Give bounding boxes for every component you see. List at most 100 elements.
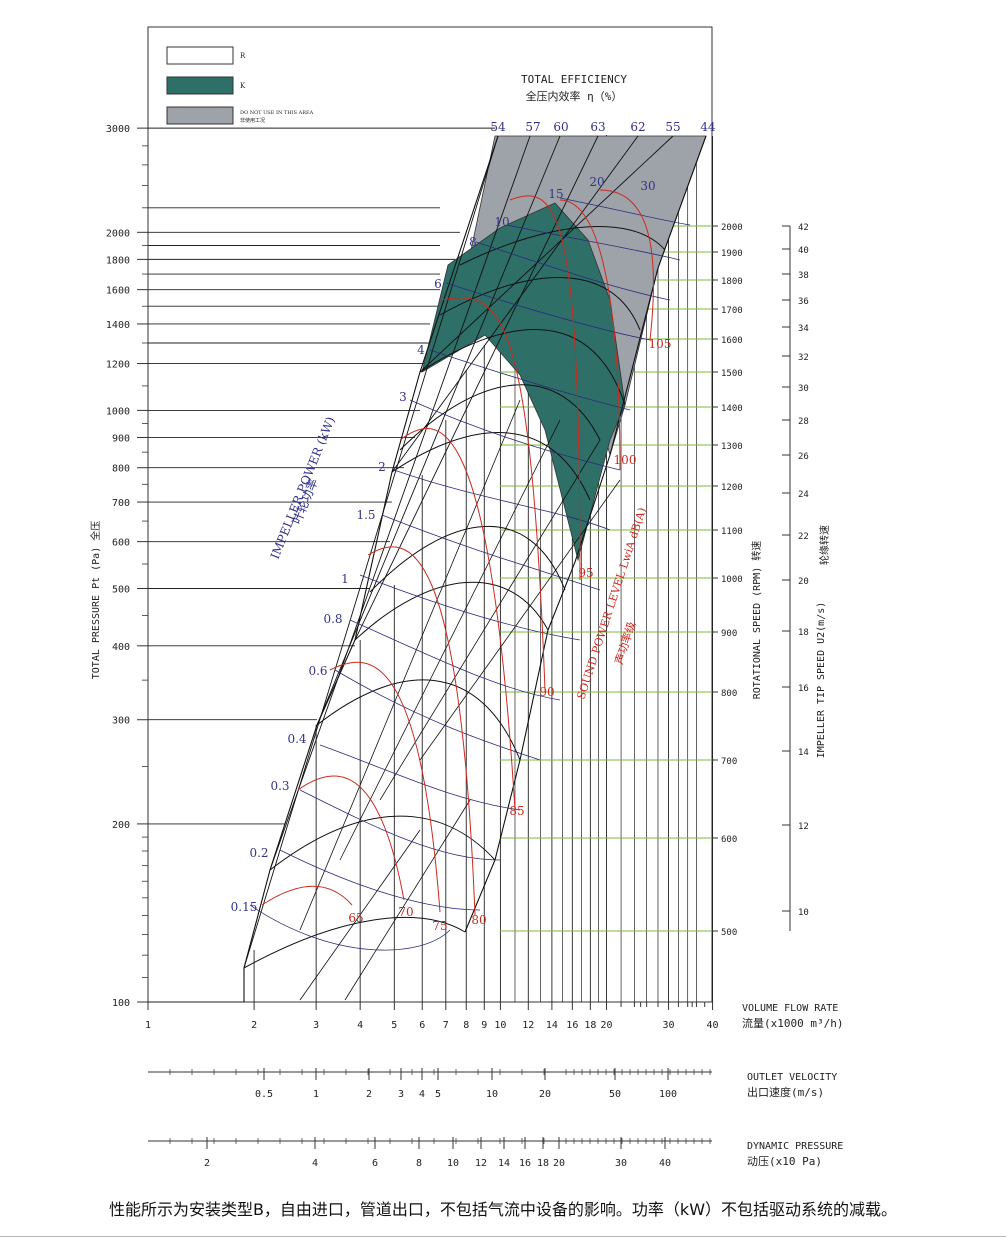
sound-curve	[509, 195, 581, 581]
power-label: 0.4	[287, 732, 306, 746]
legend: R K DO NOT USE IN THIS AREA 非使用工况	[166, 46, 314, 125]
tip-speed-tick-label: 14	[798, 748, 809, 758]
velocity-tick-label: 2	[366, 1089, 372, 1100]
x-tick-label: 8	[463, 1020, 469, 1031]
legend-swatch-r	[166, 46, 234, 65]
tip-speed-tick-label: 36	[798, 297, 809, 307]
y-tick-label: 1000	[106, 406, 130, 417]
power-label: 15	[548, 187, 563, 201]
resistance-line	[269, 135, 531, 871]
y-axis-title: TOTAL PRESSURE Pt (Pa) 全压	[89, 521, 102, 679]
power-label: 0.3	[270, 779, 289, 793]
resistance-line	[243, 135, 499, 969]
speed-curve	[316, 679, 521, 761]
efficiency-label: 55	[665, 120, 680, 134]
speed-tick-label: 1100	[721, 527, 743, 537]
tip-speed-tick-label: 20	[798, 577, 809, 587]
x-tick-label: 14	[546, 1020, 558, 1031]
speed-tick-label: 500	[721, 928, 737, 938]
tip-speed-tick-label: 32	[798, 353, 809, 363]
sound-curve	[367, 546, 476, 916]
y-tick-label: 200	[112, 820, 130, 831]
dynamic-axis-title-cn: 动压(x10 Pa)	[747, 1155, 822, 1168]
tip-speed-tick-label: 40	[798, 246, 809, 256]
power-label: 1.5	[356, 508, 375, 522]
x-tick-label: 18	[584, 1020, 596, 1031]
power-label: 0.6	[308, 664, 327, 678]
legend-label-r: R	[240, 52, 246, 60]
y-tick-label: 800	[112, 464, 130, 475]
legend-label-k: K	[240, 82, 246, 90]
speed-tick-label: 700	[721, 757, 737, 767]
velocity-tick-label: 0.5	[255, 1089, 273, 1100]
x-tick-label: 30	[663, 1020, 675, 1031]
power-label: 20	[589, 175, 604, 189]
y-tick-label: 400	[112, 642, 130, 653]
dynamic-tick-label: 4	[312, 1158, 318, 1169]
power-curve	[445, 282, 651, 341]
power-curve	[359, 574, 581, 641]
dynamic-tick-label: 10	[447, 1158, 459, 1169]
speed-tick-label: 1300	[721, 442, 743, 452]
speed-curve	[369, 526, 566, 593]
legend-label-not-use-cn: 非使用工况	[240, 117, 265, 124]
tip-speed-tick-label: 10	[798, 908, 809, 918]
legend-swatch-not-use	[166, 106, 234, 125]
velocity-tick-label: 50	[609, 1089, 621, 1100]
speed-tick-label: 900	[721, 629, 737, 639]
x-tick-label: 4	[357, 1020, 363, 1031]
x-tick-label: 20	[600, 1020, 612, 1031]
velocity-tick-label: 100	[659, 1089, 677, 1100]
y-tick-label: 2000	[106, 228, 130, 239]
x-axis-title: VOLUME FLOW RATE	[742, 1003, 838, 1014]
legend-label-not-use: DO NOT USE IN THIS AREA	[240, 110, 314, 116]
tip-speed-axis-title-cn: 轮缘转速	[818, 525, 831, 565]
efficiency-label: 63	[590, 120, 605, 134]
x-tick-label: 1	[145, 1020, 151, 1031]
efficiency-label: 44	[700, 120, 716, 134]
x-tick-label: 5	[391, 1020, 397, 1031]
x-tick-label: 9	[481, 1020, 487, 1031]
speed-tick-label: 800	[721, 689, 737, 699]
power-curve	[506, 224, 681, 261]
power-label: 2	[378, 460, 386, 474]
dynamic-tick-label: 30	[615, 1158, 627, 1169]
x-tick-label: 10	[494, 1020, 506, 1031]
y-tick-label: 1800	[106, 255, 130, 266]
power-curve	[559, 197, 691, 226]
resistance-line	[391, 135, 639, 473]
tip-speed-axis-title: IMPELLER TIP SPEED U2(m/s)	[816, 602, 827, 759]
sound-curve	[559, 199, 621, 471]
tip-speed-tick-label: 12	[798, 822, 809, 832]
power-curve	[429, 349, 631, 411]
tip-speed-tick-label: 30	[798, 384, 809, 394]
dynamic-tick-label: 8	[416, 1158, 422, 1169]
tip-speed-tick-label: 42	[798, 223, 809, 233]
efficiency-label: 57	[525, 120, 540, 134]
speed-axis-title: ROTATIONAL SPEED (RPM) 转速	[750, 541, 763, 699]
speed-curve	[399, 384, 601, 451]
sound-label: 80	[471, 913, 486, 927]
efficiency-title: TOTAL EFFICIENCY	[521, 73, 627, 86]
velocity-axis-title: OUTLET VELOCITY	[747, 1072, 837, 1083]
speed-tick-label: 1700	[721, 306, 743, 316]
speed-tick-label: 1200	[721, 483, 743, 493]
y-tick-label: 600	[112, 538, 130, 549]
speed-tick-label: 1900	[721, 249, 743, 259]
axes: 100 200 300 400 500 600 700 800 900 1000 1200 1400 1…	[106, 124, 809, 1169]
resistance-line	[354, 135, 599, 641]
power-curve	[409, 399, 621, 471]
sound-curve	[261, 885, 353, 906]
dynamic-tick-label: 16	[519, 1158, 531, 1169]
speed-tick-label: 2000	[721, 223, 743, 233]
y-tick-label: 500	[112, 584, 130, 595]
x-tick-label: 3	[313, 1020, 319, 1031]
plot-frame	[147, 26, 713, 1003]
performance-net	[243, 135, 707, 1002]
dynamic-tick-label: 6	[372, 1158, 378, 1169]
chart-caption: 性能所示为安装类型B，自由进口，管道出口，不包括气流中设备的影响。功率（kW）不…	[108, 1200, 898, 1219]
efficiency-label: 62	[630, 120, 645, 134]
y-tick-label: 3000	[106, 124, 130, 135]
y-tick-label: 1400	[106, 320, 130, 331]
power-label: 3	[399, 390, 407, 404]
